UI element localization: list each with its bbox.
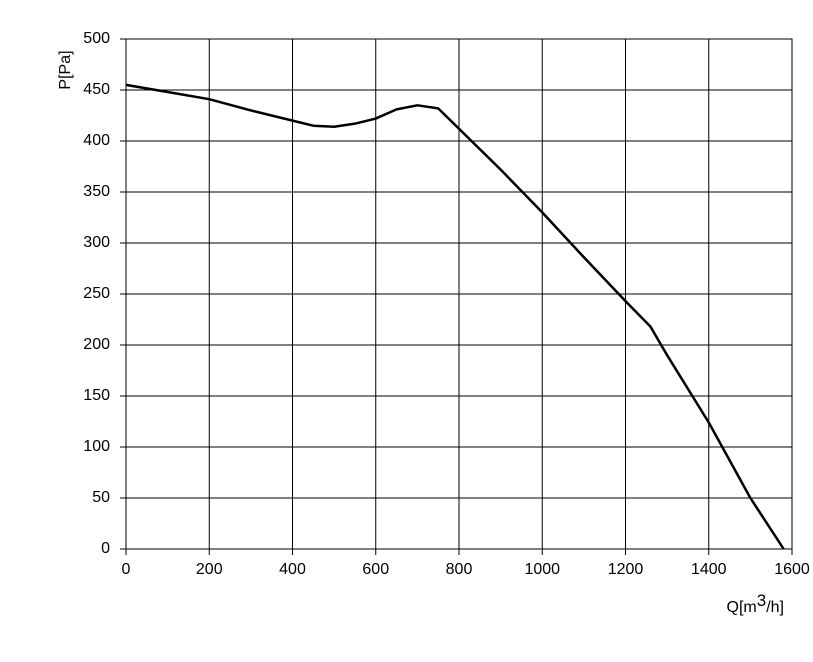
plot-border [125,38,793,550]
x-tick-label: 400 [279,561,306,578]
x-axis-label-part: /h] [766,599,784,616]
x-axis-label-part: Q[m [727,599,757,616]
curve [125,83,785,550]
x-tick-label: 800 [446,561,473,578]
y-tick-label: 0 [101,540,110,557]
x-tick-label: 1400 [691,561,727,578]
y-tick-label: 500 [83,30,110,47]
x-tick-label: 0 [122,561,131,578]
x-tick-label: 1600 [774,561,810,578]
x-tick-label: 600 [362,561,389,578]
y-tick-label: 350 [83,183,110,200]
y-axis-label: P[Pa] [57,50,74,89]
y-tick-label: 50 [92,489,110,506]
y-tick-label: 300 [83,234,110,251]
y-tick-label: 150 [83,387,110,404]
y-tick-label: 100 [83,438,110,455]
x-tick-label: 1200 [608,561,644,578]
y-tick-label: 400 [83,132,110,149]
x-axis-label: Q[m3/h] [727,591,784,616]
x-tick-label: 1000 [524,561,560,578]
x-tick-label: 200 [196,561,223,578]
x-axis-label-sup: 3 [757,591,766,610]
y-tick-label: 450 [83,81,110,98]
y-tick-label: 250 [83,285,110,302]
y-tick-label: 200 [83,336,110,353]
